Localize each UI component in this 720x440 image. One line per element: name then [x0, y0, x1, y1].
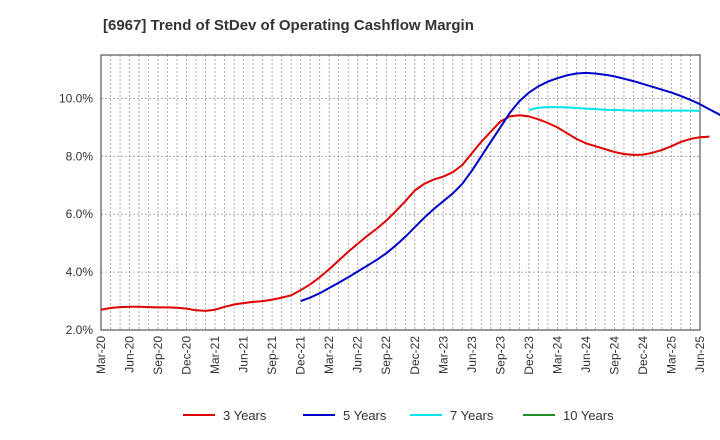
- legend-label-10-years: 10 Years: [563, 408, 614, 423]
- x-tick-label: Jun-23: [465, 336, 479, 373]
- grid: [100, 55, 701, 331]
- x-tick-label: Dec-21: [294, 336, 308, 375]
- x-tick-label: Sep-22: [379, 336, 393, 375]
- x-tick-label: Dec-20: [180, 336, 194, 375]
- chart-title: [6967] Trend of StDev of Operating Cashf…: [103, 17, 474, 34]
- x-tick-label: Mar-25: [664, 336, 678, 374]
- x-tick-label: Sep-20: [151, 336, 165, 375]
- legend: 3 Years 5 Years 7 Years 10 Years: [183, 408, 614, 423]
- y-tick-label: 10.0%: [59, 91, 93, 105]
- x-tick-label: Jun-20: [123, 336, 137, 373]
- x-tick-label: Sep-23: [493, 336, 507, 375]
- x-tick-label: Jun-22: [351, 336, 365, 373]
- series-line-7-years: [528, 106, 701, 112]
- x-tick-label: Jun-24: [579, 336, 593, 373]
- plot-area: [100, 54, 701, 331]
- x-tick-label: Mar-23: [436, 336, 450, 374]
- y-tick-label: 2.0%: [66, 323, 94, 337]
- x-tick-label: Mar-21: [208, 336, 222, 374]
- series-line-3-years: [100, 114, 710, 312]
- legend-label-7-years: 7 Years: [450, 408, 494, 423]
- x-tick-label: Jun-25: [693, 336, 707, 373]
- x-tick-label: Sep-21: [265, 336, 279, 375]
- legend-label-5-years: 5 Years: [343, 408, 387, 423]
- x-tick-label: Dec-24: [636, 336, 650, 375]
- legend-label-3-years: 3 Years: [223, 408, 267, 423]
- y-axis: 2.0% 4.0% 6.0% 8.0% 10.0%: [59, 91, 93, 337]
- series-lines: [100, 71, 720, 312]
- x-tick-label: Sep-24: [607, 336, 621, 375]
- x-tick-label: Dec-22: [408, 336, 422, 375]
- x-tick-label: Jun-21: [237, 336, 251, 373]
- x-tick-label: Mar-22: [322, 336, 336, 374]
- x-tick-label: Dec-23: [522, 336, 536, 375]
- x-tick-label: Mar-20: [94, 336, 108, 374]
- y-tick-label: 8.0%: [66, 149, 94, 163]
- y-tick-label: 4.0%: [66, 265, 94, 279]
- series-line-5-years: [300, 71, 720, 303]
- y-tick-label: 6.0%: [66, 207, 94, 221]
- x-axis: Mar-20 Jun-20 Sep-20 Dec-20 Mar-21 Jun-21 Sep-…: [94, 336, 707, 375]
- x-tick-label: Mar-24: [550, 336, 564, 374]
